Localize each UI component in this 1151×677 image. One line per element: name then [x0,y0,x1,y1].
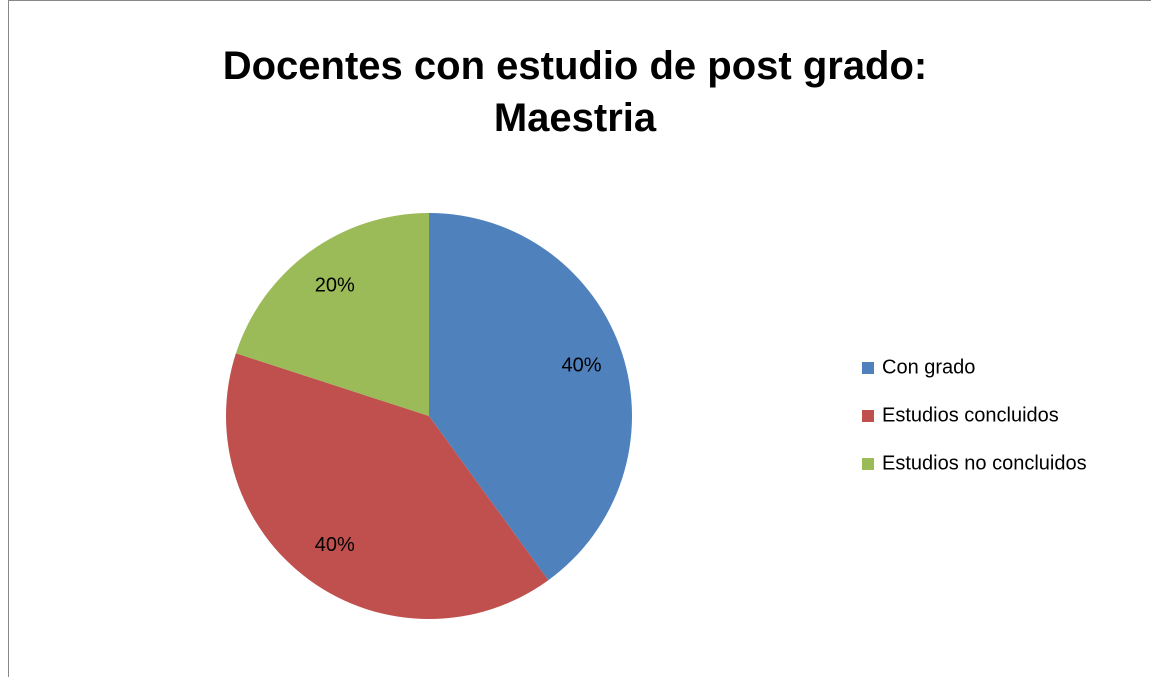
data-label: 40% [315,534,355,556]
pie-slice [235,213,429,416]
legend-swatch [862,458,874,470]
frame-border [8,0,1151,677]
legend-label: Estudios no concluidos [882,452,1087,474]
data-label: 40% [562,355,602,377]
legend-label: Con grado [882,356,975,378]
data-label: 20% [315,275,355,297]
legend-swatch [862,410,874,422]
pie-slice [429,213,632,581]
legend-label: Estudios concluidos [882,404,1059,426]
chart-title: Docentes con estudio de post grado: Maes… [222,44,928,140]
legend-swatch [862,362,874,374]
pie-slice [226,353,549,619]
